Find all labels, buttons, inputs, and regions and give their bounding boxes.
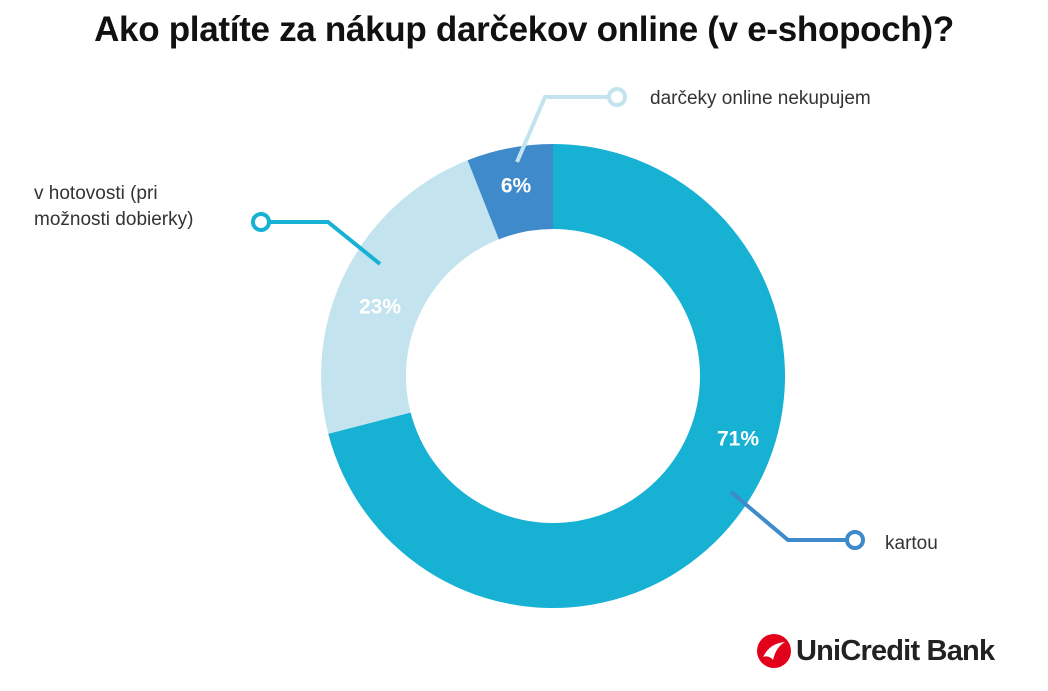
leader-lines — [251, 87, 865, 550]
leader-line-v-hotovosti-pri-moznosti-dobierky — [268, 220, 382, 266]
slice-kartou — [328, 144, 785, 608]
unicredit-logo: UniCredit Bank — [756, 631, 995, 671]
leader-marker-v-hotovosti-pri-moznosti-dobierky — [251, 212, 271, 232]
leader-marker-darceky-online-nekupujem — [607, 87, 627, 107]
leader-marker-kartou — [845, 530, 865, 550]
legend-label-hotovost: v hotovosti (pri možnosti dobierky) — [34, 183, 194, 230]
slice-darceky-online-nekupujem — [467, 144, 553, 240]
chart-title: Ako platíte za nákup darčekov online (v … — [94, 10, 954, 49]
value-label-kartou: 71% — [717, 428, 759, 451]
leader-line-darceky-online-nekupujem — [515, 95, 610, 163]
donut-slices — [320, 144, 785, 608]
slice-v-hotovosti-pri-moznosti-dobierky — [320, 160, 499, 434]
leader-line-kartou — [729, 490, 848, 542]
legend-label-nekupujem: darčeky online nekupujem — [650, 88, 871, 109]
brand-name: UniCredit Bank — [796, 634, 995, 667]
value-label-darceky-online-nekupujem: 6% — [501, 175, 532, 198]
percentage-labels: 71% 23% 6% — [359, 175, 759, 451]
unicredit-logo-icon — [757, 634, 791, 668]
value-label-v-hotovosti-pri-moznosti-dobierky: 23% — [359, 296, 401, 319]
legend-label-kartou: kartou — [885, 533, 938, 554]
